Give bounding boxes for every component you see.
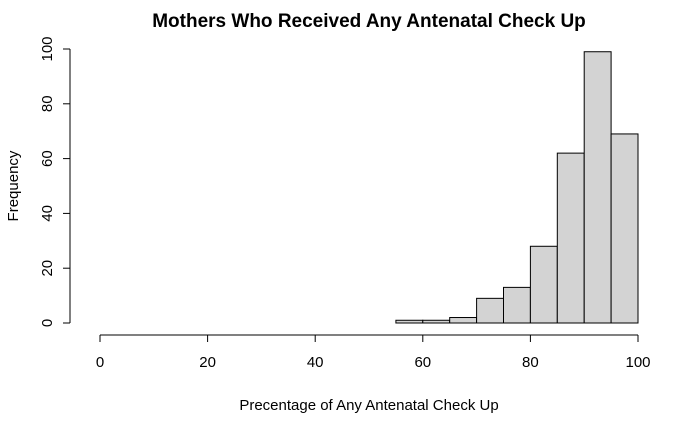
histogram-bar-8	[583, 51, 612, 324]
histogram-bar-7	[556, 152, 585, 324]
x-tick-label: 0	[96, 354, 104, 371]
y-axis-label: Frequency	[5, 150, 22, 221]
histogram-bar-1	[395, 319, 424, 324]
y-tick-label: 100	[39, 36, 56, 61]
histogram-bar-2	[422, 319, 451, 324]
x-tick-label: 60	[414, 354, 431, 371]
x-axis-label: Precentage of Any Antenatal Check Up	[239, 397, 498, 414]
x-tick-label: 40	[307, 354, 324, 371]
y-axis: 0 20 40 60 80 100	[39, 36, 71, 327]
histogram-bar-5	[503, 286, 531, 324]
x-tick-label: 100	[625, 354, 650, 371]
y-tick-label: 0	[39, 319, 56, 327]
histogram-bar-4	[476, 297, 505, 324]
x-axis: 0 20 40 60 80 100	[96, 334, 651, 371]
bars-group	[395, 51, 639, 324]
x-tick-label: 20	[199, 354, 216, 371]
y-tick-label: 40	[39, 205, 56, 222]
chart-title: Mothers Who Received Any Antenatal Check…	[152, 11, 586, 32]
histogram-bar-3	[449, 317, 478, 324]
histogram-bar-6	[529, 245, 558, 324]
y-tick-label: 60	[39, 150, 56, 167]
histogram-bar-9	[610, 133, 639, 324]
x-tick-label: 80	[522, 354, 539, 371]
y-tick-label: 20	[39, 260, 56, 277]
y-tick-label: 80	[39, 95, 56, 112]
